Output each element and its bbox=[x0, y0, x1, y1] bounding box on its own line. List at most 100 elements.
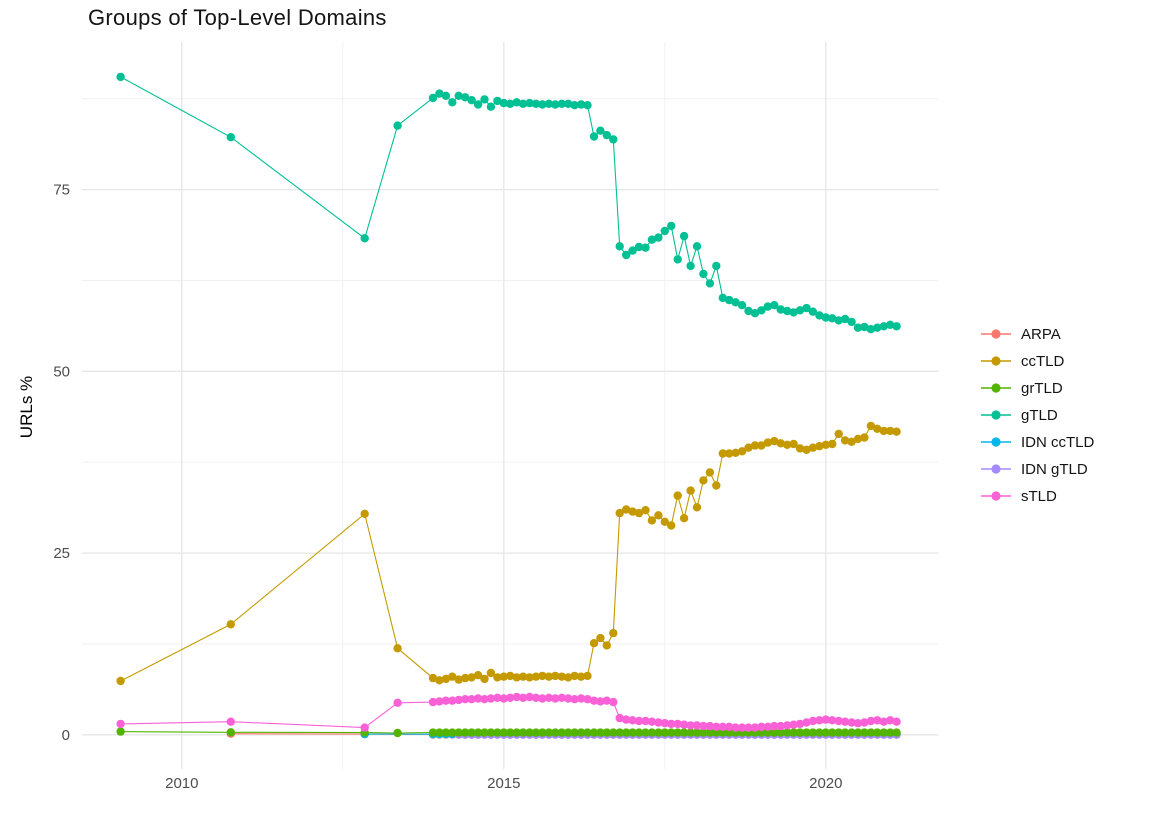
data-point bbox=[866, 421, 876, 431]
data-point bbox=[641, 716, 650, 726]
data-point bbox=[634, 242, 644, 252]
data-point bbox=[493, 728, 502, 737]
data-point bbox=[828, 439, 837, 449]
data-point bbox=[461, 695, 470, 704]
data-point bbox=[551, 671, 560, 681]
data-point bbox=[634, 728, 644, 737]
data-point bbox=[840, 436, 850, 445]
data-point bbox=[589, 696, 599, 705]
data-point bbox=[860, 433, 869, 442]
data-point bbox=[757, 441, 766, 450]
data-point bbox=[795, 306, 805, 315]
data-point bbox=[879, 322, 888, 331]
data-point bbox=[821, 313, 830, 322]
data-point bbox=[486, 728, 496, 737]
data-point bbox=[448, 98, 457, 107]
data-point bbox=[473, 671, 483, 680]
legend-item-ccTLD: ccTLD bbox=[978, 353, 1094, 370]
data-point bbox=[589, 728, 599, 737]
legend-label: sTLD bbox=[1021, 487, 1057, 505]
data-point bbox=[673, 255, 682, 264]
data-point bbox=[654, 718, 663, 727]
data-point bbox=[686, 721, 695, 730]
data-point bbox=[892, 728, 901, 737]
legend-item-sTLD: sTLD bbox=[978, 487, 1094, 505]
data-point bbox=[583, 695, 592, 704]
data-point bbox=[860, 728, 869, 737]
data-point bbox=[493, 673, 502, 682]
data-point bbox=[699, 476, 708, 485]
data-point bbox=[480, 674, 489, 684]
data-point bbox=[692, 728, 702, 737]
data-point bbox=[712, 722, 721, 731]
data-point bbox=[360, 234, 369, 243]
data-point bbox=[602, 130, 611, 140]
data-point bbox=[847, 728, 856, 737]
legend-label: ARPA bbox=[1021, 325, 1061, 343]
data-point bbox=[435, 697, 444, 706]
data-point bbox=[834, 728, 843, 737]
legend-key-icon bbox=[981, 383, 1011, 393]
data-point bbox=[525, 98, 534, 108]
data-point bbox=[808, 728, 818, 737]
data-point bbox=[808, 443, 818, 452]
data-point bbox=[789, 439, 798, 449]
data-point bbox=[628, 507, 637, 516]
data-point bbox=[628, 716, 637, 725]
data-point bbox=[815, 716, 824, 725]
data-point bbox=[596, 126, 605, 135]
data-point bbox=[821, 728, 830, 737]
data-point bbox=[641, 506, 650, 515]
data-point bbox=[544, 99, 554, 109]
data-point bbox=[886, 320, 895, 329]
data-point bbox=[673, 719, 682, 729]
data-point bbox=[454, 728, 463, 737]
data-point bbox=[615, 508, 624, 518]
data-point bbox=[634, 508, 644, 518]
data-point bbox=[564, 694, 573, 703]
data-point bbox=[873, 716, 882, 725]
data-point bbox=[692, 242, 702, 251]
data-point bbox=[226, 728, 235, 737]
data-point bbox=[763, 728, 772, 737]
data-point bbox=[116, 727, 125, 736]
data-point bbox=[564, 673, 573, 682]
data-point bbox=[493, 693, 502, 702]
data-point bbox=[873, 728, 882, 737]
data-point bbox=[428, 673, 438, 683]
data-point bbox=[576, 694, 586, 703]
y-tick-label: 50 bbox=[53, 363, 70, 380]
data-point bbox=[731, 723, 740, 732]
data-point bbox=[499, 98, 508, 108]
data-point bbox=[226, 620, 235, 629]
data-point bbox=[853, 719, 863, 728]
data-point bbox=[454, 695, 463, 705]
data-point bbox=[551, 728, 560, 737]
data-point bbox=[679, 231, 689, 241]
data-point bbox=[847, 317, 856, 327]
data-point bbox=[879, 426, 888, 436]
data-point bbox=[609, 135, 618, 144]
data-point bbox=[873, 323, 882, 332]
data-point bbox=[512, 728, 521, 737]
data-point bbox=[441, 696, 451, 705]
data-point bbox=[718, 722, 727, 731]
data-point bbox=[583, 101, 592, 110]
data-point bbox=[705, 279, 715, 288]
data-point bbox=[757, 728, 766, 737]
data-point bbox=[544, 672, 554, 681]
data-point bbox=[750, 441, 760, 450]
data-point bbox=[441, 91, 451, 101]
data-point bbox=[454, 675, 463, 684]
data-point bbox=[634, 716, 644, 726]
data-point bbox=[583, 671, 592, 681]
data-point bbox=[750, 309, 760, 318]
data-point bbox=[461, 673, 470, 683]
data-point bbox=[602, 641, 611, 650]
data-point bbox=[576, 672, 586, 681]
data-point bbox=[602, 696, 611, 705]
data-point bbox=[763, 722, 772, 731]
data-point bbox=[763, 438, 772, 447]
data-point bbox=[699, 728, 708, 737]
data-point bbox=[538, 671, 547, 681]
